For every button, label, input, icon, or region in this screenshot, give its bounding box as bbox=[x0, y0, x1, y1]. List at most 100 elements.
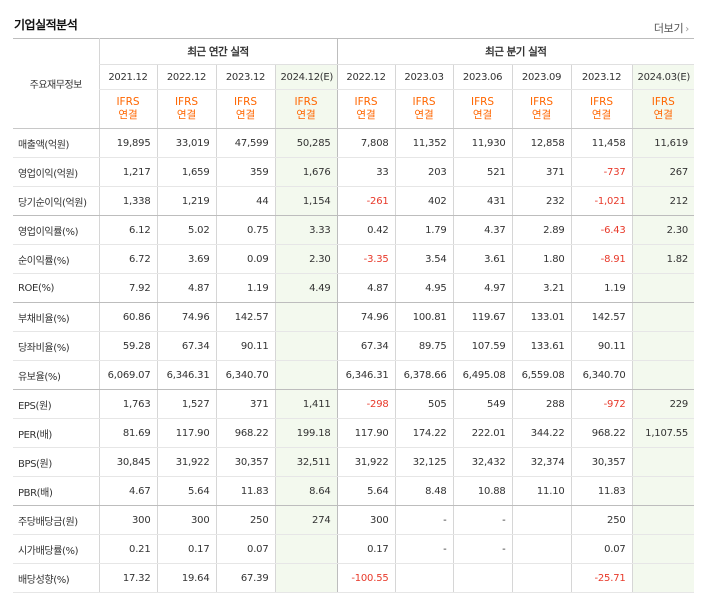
metric-value: - bbox=[394, 505, 454, 535]
metric-value: 1,107.55 bbox=[631, 418, 695, 448]
metric-label: EPS(원) bbox=[13, 389, 99, 419]
metric-value: 1,676 bbox=[274, 157, 338, 187]
metric-value: 81.69 bbox=[98, 418, 157, 448]
metric-value: 33,019 bbox=[156, 128, 216, 158]
quarterly-group-header: 최근 분기 실적 bbox=[336, 38, 695, 65]
table-row: 시가배당률(%) 0.21 0.17 0.07 0.17- -0.07 bbox=[13, 534, 695, 564]
metric-value: 133.01 bbox=[511, 302, 572, 332]
metric-value: 8.64 bbox=[274, 476, 338, 506]
table-row: EPS(원) 1,763 1,527 371 1,411 -298 505 549 288 -97… bbox=[13, 389, 695, 419]
metric-value: 59.28 bbox=[98, 331, 157, 361]
metric-value: 107.59 bbox=[452, 331, 513, 361]
metric-value: 11.10 bbox=[511, 476, 572, 506]
metric-label: 영업이익(억원) bbox=[13, 157, 99, 187]
metric-value: 300 bbox=[156, 505, 216, 535]
metric-value: 119.67 bbox=[452, 302, 513, 332]
metric-value: 12,858 bbox=[511, 128, 572, 158]
metric-value: 371 bbox=[215, 389, 275, 419]
metric-value bbox=[511, 534, 572, 564]
metric-value bbox=[631, 534, 695, 564]
annual-period-header: 2023.12 bbox=[215, 64, 275, 90]
metric-value: 0.42 bbox=[336, 215, 396, 245]
table-row: 당좌비율(%) 59.28 67.34 90.11 67.34 89.75 107.59 13… bbox=[13, 331, 695, 361]
metric-label: 유보율(%) bbox=[13, 360, 99, 390]
basis-label: 연결 bbox=[235, 109, 256, 121]
metric-value: 0.75 bbox=[215, 215, 275, 245]
quarterly-period-header: 2022.12 bbox=[336, 64, 396, 90]
basis-label: 연결 bbox=[296, 109, 316, 121]
accounting-standard-cell: IFRS 연결 bbox=[274, 89, 338, 129]
metric-value: 222.01 bbox=[452, 418, 513, 448]
metric-value bbox=[274, 563, 338, 593]
metric-value: 1.79 bbox=[394, 215, 454, 245]
metric-value: 6,495.08 bbox=[452, 360, 513, 390]
quarterly-period-header: 2023.09 bbox=[511, 64, 572, 90]
more-link[interactable]: 더보기 › bbox=[654, 20, 689, 36]
accounting-standard-cell: IFRS 연결 bbox=[570, 89, 633, 129]
metric-label: 영업이익률(%) bbox=[13, 215, 99, 245]
section-title: 기업실적분석 bbox=[14, 18, 78, 32]
metric-value: 0.17 bbox=[156, 534, 216, 564]
metric-value: 6,346.31 bbox=[156, 360, 216, 390]
metric-value: 4.87 bbox=[336, 273, 396, 303]
table-row: 당기순이익(억원) 1,338 1,219 44 1,154 -261 402 431 232-… bbox=[13, 186, 695, 216]
metric-value bbox=[631, 476, 695, 506]
metric-value: 505 bbox=[394, 389, 454, 419]
metric-value: 203 bbox=[394, 157, 454, 187]
standard-label: IFRS bbox=[470, 96, 495, 108]
metric-value: 67.34 bbox=[156, 331, 216, 361]
metric-value: 2.30 bbox=[274, 244, 338, 274]
metric-value bbox=[452, 563, 513, 593]
metric-value bbox=[631, 331, 695, 361]
standard-label: IFRS bbox=[589, 96, 614, 108]
metric-value: 1,527 bbox=[156, 389, 216, 419]
metric-value bbox=[274, 534, 338, 564]
metric-label: PBR(배) bbox=[13, 476, 99, 506]
metric-value: 31,922 bbox=[156, 447, 216, 477]
standard-label: IFRS bbox=[116, 96, 140, 108]
metric-value: 229 bbox=[631, 389, 695, 419]
metric-value: 1,219 bbox=[156, 186, 216, 216]
metric-value: 1,659 bbox=[156, 157, 216, 187]
metric-value: 2.89 bbox=[511, 215, 572, 245]
table-row: 매출액(억원) 19,895 33,019 47,599 50,285 7,808 11,3… bbox=[13, 128, 695, 158]
metric-value: 4.95 bbox=[394, 273, 454, 303]
metric-value: 250 bbox=[570, 505, 633, 535]
basis-label: 연결 bbox=[414, 109, 434, 121]
metric-value: -25.71 bbox=[570, 563, 633, 593]
metric-label: 매출액(억원) bbox=[13, 128, 99, 158]
metric-label: 배당성향(%) bbox=[13, 563, 99, 593]
table-row: 순이익률(%) 6.72 3.69 0.09 2.30 -3.35 3.54 3.61 1.80… bbox=[13, 244, 695, 274]
accounting-standard-cell: IFRS 연결 bbox=[336, 89, 396, 129]
metric-value: 4.49 bbox=[274, 273, 338, 303]
metric-value: 67.34 bbox=[336, 331, 396, 361]
metric-value: -8.91 bbox=[570, 244, 633, 274]
metric-value: 30,357 bbox=[215, 447, 275, 477]
table-row: 영업이익(억원) 1,217 1,659 359 1,676 33 203 521 371 -73… bbox=[13, 157, 695, 187]
metric-value: 32,511 bbox=[274, 447, 338, 477]
metric-value: 5.64 bbox=[336, 476, 396, 506]
table-row: 영업이익률(%) 6.12 5.02 0.75 3.33 0.42 1.79 4.37 2.89… bbox=[13, 215, 695, 245]
standard-label: IFRS bbox=[651, 96, 675, 108]
metric-value: -6.43 bbox=[570, 215, 633, 245]
table-row: PER(배) 81.69 117.90 968.22 199.18 117.90 174.2… bbox=[13, 418, 695, 448]
metric-value: 968.22 bbox=[570, 418, 633, 448]
metric-value: 11,458 bbox=[570, 128, 633, 158]
quarterly-period-header: 2023.06 bbox=[452, 64, 513, 90]
metric-value: 4.37 bbox=[452, 215, 513, 245]
metric-value: 521 bbox=[452, 157, 513, 187]
metric-value: 8.48 bbox=[394, 476, 454, 506]
quarterly-period-header: 2023.12 bbox=[570, 64, 633, 90]
metric-value: 267 bbox=[631, 157, 695, 187]
annual-group-header: 최근 연간 실적 bbox=[98, 38, 338, 65]
basis-label: 연결 bbox=[591, 109, 612, 121]
standard-label: IFRS bbox=[354, 96, 378, 108]
metric-value: 212 bbox=[631, 186, 695, 216]
metric-value: 402 bbox=[394, 186, 454, 216]
metric-value: 1,154 bbox=[274, 186, 338, 216]
metric-value bbox=[631, 302, 695, 332]
metric-label: PER(배) bbox=[13, 418, 99, 448]
metric-value: 10.88 bbox=[452, 476, 513, 506]
metric-value: 17.32 bbox=[98, 563, 157, 593]
metric-value: 100.81 bbox=[394, 302, 454, 332]
